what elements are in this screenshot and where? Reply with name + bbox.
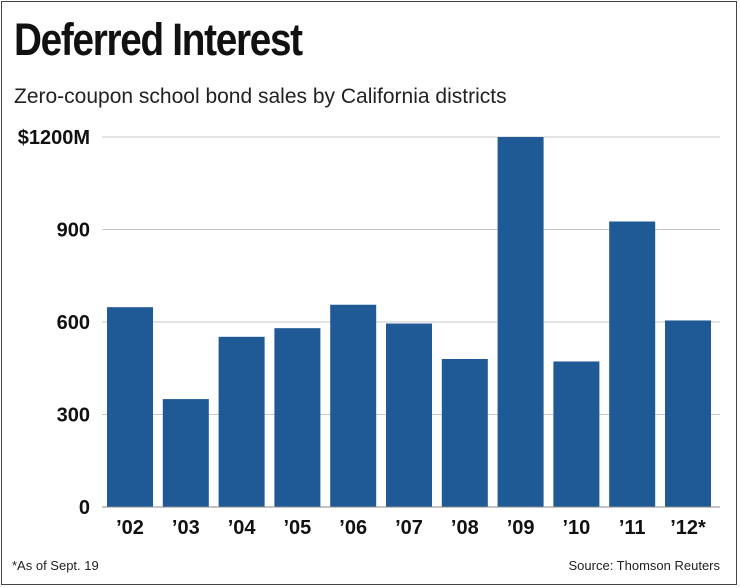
bars bbox=[107, 137, 711, 507]
y-axis-labels: 0 300 600 900 $1200M bbox=[18, 127, 90, 519]
x-tick-label: ’06 bbox=[339, 517, 367, 539]
x-tick-label: ’09 bbox=[507, 517, 535, 539]
y-tick-label: 0 bbox=[79, 497, 90, 519]
x-tick-label: ’04 bbox=[228, 517, 257, 539]
footnote: *As of Sept. 19 bbox=[12, 558, 99, 573]
x-tick-label: ’11 bbox=[619, 517, 646, 539]
x-tick-label: ’05 bbox=[283, 517, 311, 539]
chart-title: Deferred Interest bbox=[14, 14, 303, 65]
y-tick-label: 900 bbox=[57, 220, 90, 242]
bar bbox=[274, 328, 321, 507]
bar bbox=[330, 304, 377, 507]
bar bbox=[497, 137, 544, 507]
source-credit: Source: Thomson Reuters bbox=[568, 558, 721, 573]
y-tick-label: $1200M bbox=[18, 127, 90, 149]
bar bbox=[553, 361, 600, 507]
y-tick-label: 300 bbox=[57, 405, 90, 427]
bar bbox=[386, 323, 432, 507]
bar bbox=[218, 336, 265, 507]
bar bbox=[162, 399, 209, 507]
x-tick-label: ’03 bbox=[172, 517, 200, 539]
bar bbox=[665, 320, 711, 507]
x-tick-label: ’12* bbox=[670, 517, 706, 539]
bar bbox=[441, 359, 488, 507]
x-tick-label: ’10 bbox=[562, 517, 590, 539]
x-axis-labels: ’02 ’03 ’04 ’05 ’06 ’07 ’08 ’09 ’10 ’11 ’12* bbox=[116, 517, 706, 539]
x-tick-label: ’02 bbox=[116, 517, 144, 539]
y-tick-label: 600 bbox=[57, 312, 90, 334]
bar bbox=[609, 221, 656, 507]
bar bbox=[107, 307, 153, 507]
x-tick-label: ’08 bbox=[451, 517, 479, 539]
x-tick-label: ’07 bbox=[395, 517, 423, 539]
chart-subtitle: Zero-coupon school bond sales by Califor… bbox=[14, 85, 507, 108]
